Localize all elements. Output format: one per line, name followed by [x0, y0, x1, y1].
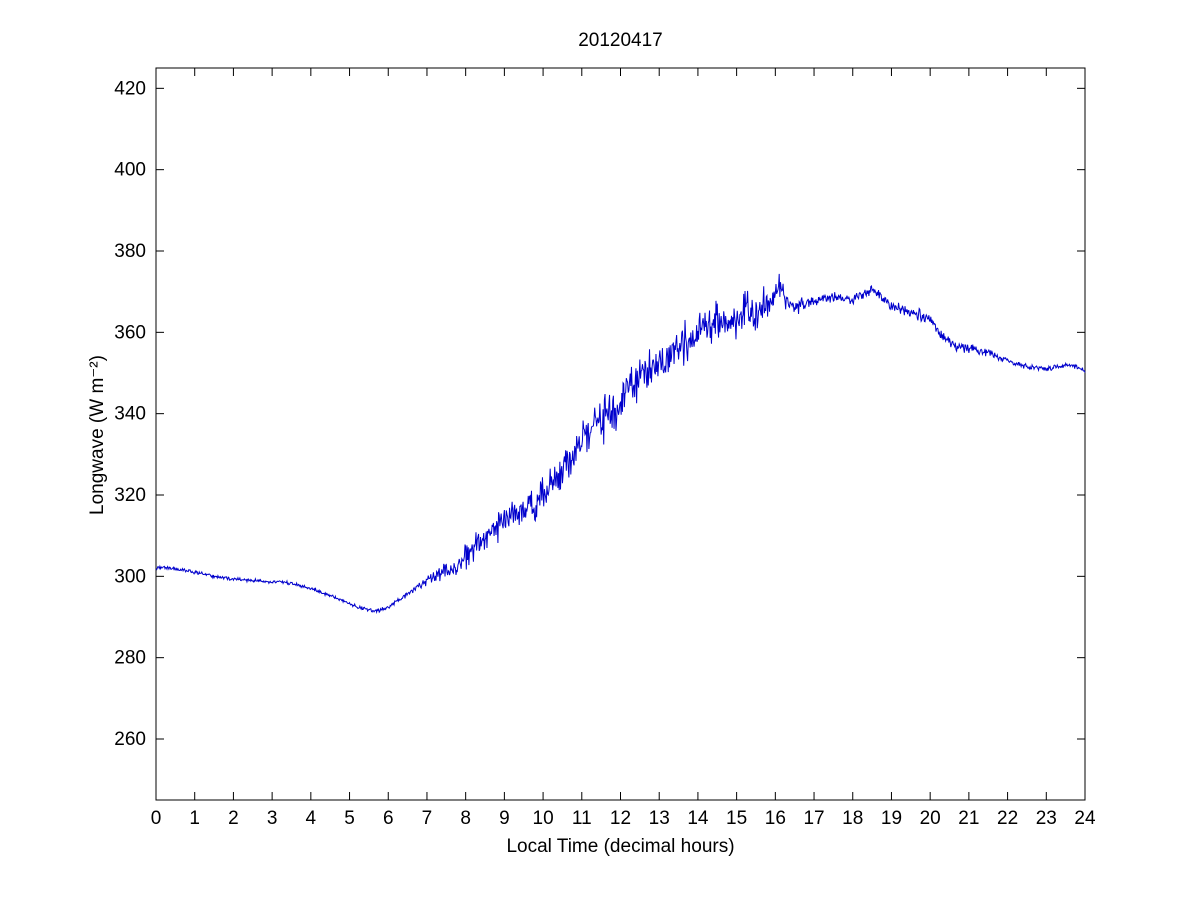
x-ticks: 0 1 2 3 4 5 6 7 8 9 10 11 12 13 14 15 16 17 18 19 20 21 22 23 24: [151, 68, 1096, 829]
x-tick-label: 14: [687, 808, 709, 829]
y-tick-label: 340: [114, 404, 146, 425]
x-tick-label: 5: [344, 808, 355, 829]
x-tick-label: 12: [610, 808, 631, 829]
x-tick-label: 13: [649, 808, 670, 829]
x-tick-label: 0: [151, 808, 162, 829]
x-tick-label: 11: [572, 808, 592, 829]
x-tick-label: 23: [1036, 808, 1057, 829]
y-tick-label: 400: [114, 160, 146, 181]
x-tick-label: 21: [958, 808, 979, 829]
x-tick-label: 3: [267, 808, 278, 829]
y-tick-label: 320: [114, 485, 146, 506]
x-tick-label: 16: [765, 808, 786, 829]
y-tick-label: 380: [114, 241, 146, 262]
x-tick-label: 8: [460, 808, 471, 829]
x-tick-label: 2: [228, 808, 239, 829]
y-tick-label: 260: [114, 729, 146, 750]
y-axis-label: Longwave (W m⁻²): [87, 355, 108, 515]
x-tick-label: 9: [499, 808, 510, 829]
x-tick-label: 17: [803, 808, 824, 829]
x-tick-label: 20: [920, 808, 941, 829]
y-tick-label: 420: [114, 78, 146, 99]
axes: [155, 67, 1086, 801]
x-tick-label: 24: [1074, 808, 1096, 829]
x-tick-label: 10: [533, 808, 554, 829]
y-ticks: 260 280 300 320 340 360 380 400 420: [114, 78, 1085, 750]
x-axis-label: Local Time (decimal hours): [506, 836, 735, 857]
x-tick-label: 18: [842, 808, 863, 829]
series-line-longwave: [155, 273, 1086, 615]
y-tick-label: 300: [114, 566, 146, 587]
x-tick-label: 22: [997, 808, 1018, 829]
x-tick-label: 19: [881, 808, 902, 829]
x-tick-label: 7: [422, 808, 433, 829]
x-tick-label: 15: [726, 808, 747, 829]
x-tick-label: 1: [189, 808, 200, 829]
y-tick-label: 360: [114, 322, 146, 343]
x-tick-label: 4: [306, 808, 317, 829]
y-tick-label: 280: [114, 648, 146, 669]
x-tick-label: 6: [383, 808, 394, 829]
chart-title: 20120417: [578, 30, 663, 51]
